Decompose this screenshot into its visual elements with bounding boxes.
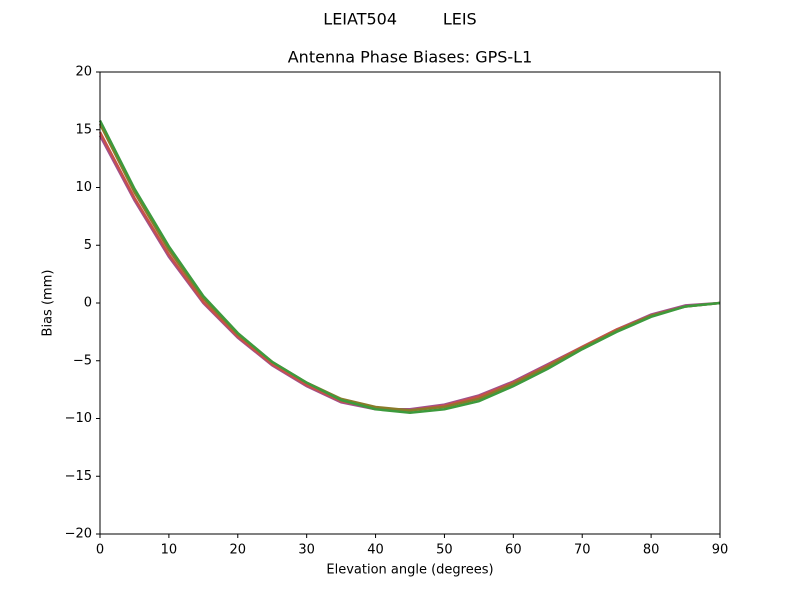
y-tick-label: 5	[84, 238, 92, 253]
y-tick-label: 20	[75, 65, 92, 80]
chart-title: Antenna Phase Biases: GPS-L1	[288, 48, 533, 67]
y-tick-label: −15	[65, 469, 92, 484]
y-tick-label: 10	[75, 180, 92, 195]
suptitle: LEIAT504 LEIS	[323, 10, 476, 29]
plot-frame	[99, 71, 721, 535]
x-tick-label: 40	[367, 543, 384, 558]
y-tick-label: −20	[65, 527, 92, 542]
data-line	[98, 119, 721, 414]
x-tick-label: 90	[712, 543, 729, 558]
y-tick-label: 15	[75, 122, 92, 137]
y-tick-label: −5	[73, 353, 92, 368]
y-tick-label: 0	[84, 296, 92, 311]
x-axis-label: Elevation angle (degrees)	[326, 563, 493, 578]
x-tick-label: 80	[643, 543, 660, 558]
y-axis-label: Bias (mm)	[41, 270, 56, 337]
x-tick-label: 20	[230, 543, 247, 558]
x-tick-label: 50	[436, 543, 453, 558]
x-tick-label: 0	[96, 543, 104, 558]
x-tick-label: 30	[298, 543, 315, 558]
y-tick-label: −10	[65, 411, 92, 426]
x-tick-label: 60	[505, 543, 522, 558]
x-tick-label: 10	[161, 543, 178, 558]
x-tick-label: 70	[574, 543, 591, 558]
